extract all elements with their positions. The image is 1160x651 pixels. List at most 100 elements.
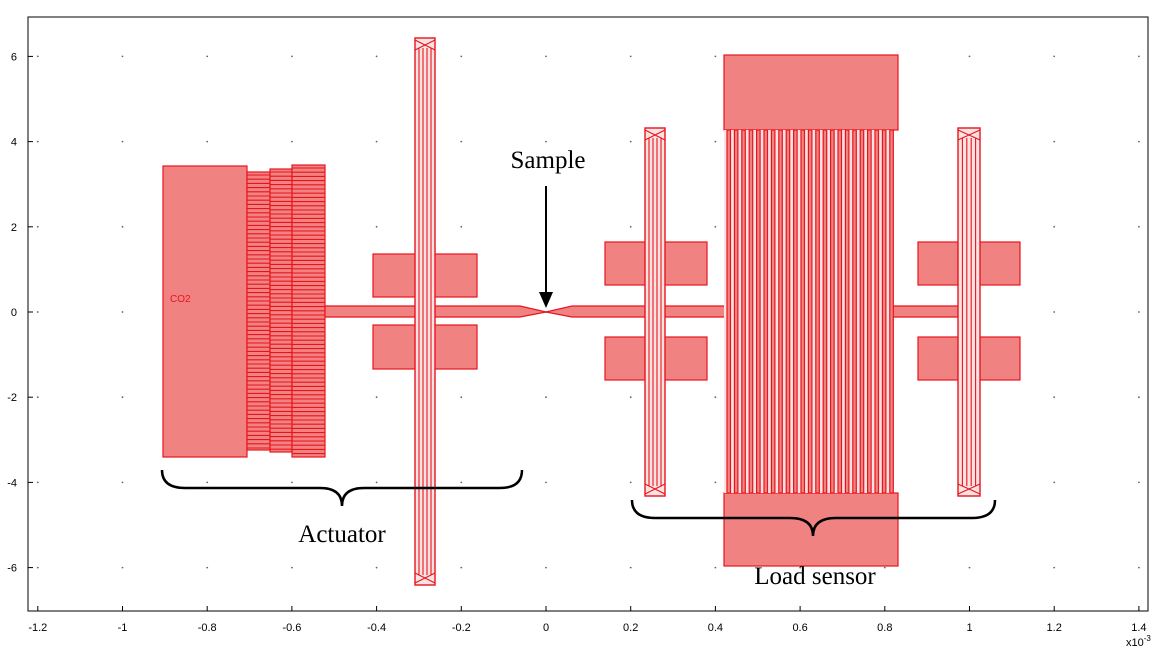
grid-dot <box>714 396 717 399</box>
grid-dot <box>1138 481 1140 484</box>
y-tick-label: -2 <box>7 392 17 404</box>
grid-dot <box>291 140 293 143</box>
spring-beam <box>414 37 436 586</box>
comb-finger <box>778 129 783 494</box>
grid-dot <box>545 55 547 58</box>
spring-end <box>957 129 981 495</box>
comb-finger <box>822 129 828 494</box>
grid-dot <box>375 140 378 143</box>
comb-finger <box>726 129 732 494</box>
y-tick-label: 4 <box>11 137 17 149</box>
grid-dot <box>375 396 378 399</box>
grid-dot <box>1138 225 1140 228</box>
x-tick-label: 0.6 <box>792 622 807 634</box>
sample-label: Sample <box>511 147 586 174</box>
comb-finger <box>763 129 769 494</box>
material-label: CO2 <box>170 294 191 305</box>
x-tick-label: -1 <box>118 622 128 634</box>
x-tick-label: -0.2 <box>452 622 471 634</box>
x-tick-label: -0.4 <box>367 622 386 634</box>
grid-dot <box>545 140 547 143</box>
grid-dot <box>1053 55 1056 58</box>
comb-finger <box>837 129 843 494</box>
brace <box>160 469 524 507</box>
comb-finger <box>889 129 894 494</box>
grid-dot <box>968 566 971 569</box>
comb-finger <box>874 129 880 494</box>
comb-finger <box>844 129 850 494</box>
grid-dot <box>375 481 378 484</box>
grid-dot <box>1138 55 1140 58</box>
grid-dot <box>121 225 124 228</box>
x-tick-label: 1.4 <box>1131 622 1146 634</box>
grid-dot <box>460 140 463 143</box>
grid-dot <box>121 566 124 569</box>
grid-dot <box>121 311 124 313</box>
grid-dot <box>629 140 632 143</box>
grid-dot <box>206 481 209 484</box>
grid-dot <box>1053 311 1056 313</box>
arrow-head <box>539 292 553 308</box>
grid-dot <box>36 55 39 58</box>
grid-dot <box>629 225 632 228</box>
grid-dot <box>206 55 209 58</box>
grid-dot <box>460 225 463 228</box>
grid-dot <box>121 55 124 58</box>
multiplier-base: x10 <box>1126 637 1144 649</box>
grid-dot <box>545 481 547 484</box>
x-tick-label: 0.8 <box>877 622 892 634</box>
comb-finger <box>741 129 746 494</box>
sensor-comb <box>724 129 894 494</box>
grid-dot <box>36 225 39 228</box>
spring-end <box>414 39 436 584</box>
x-tick-label: 1.2 <box>1047 622 1062 634</box>
comb-finger <box>792 129 798 494</box>
spring-beam <box>957 127 981 497</box>
comb-finger <box>755 129 761 494</box>
grid-dot <box>714 55 717 58</box>
axes: -1.2 -1 -0.8 -0.6 -0.4 -0.2 0 0.2 0.4 0.6 0.8 1 1.2 1… <box>7 51 1146 634</box>
comb-finger <box>748 129 754 494</box>
grid-dot <box>1138 396 1140 399</box>
x-tick-label: 0 <box>543 622 549 634</box>
brace <box>630 499 997 537</box>
grid-dot <box>291 566 293 569</box>
comb-finger <box>852 129 857 494</box>
x-tick-label: 1 <box>966 622 972 634</box>
grid-dot <box>714 225 717 228</box>
grid-dot <box>121 396 124 399</box>
comb-finger <box>807 129 813 494</box>
y-tick-label: -4 <box>7 477 17 489</box>
comb-finger <box>770 129 776 494</box>
grid-dot <box>714 481 717 484</box>
grid-dot <box>883 566 886 569</box>
grid-dot <box>291 55 293 58</box>
comb-finger <box>859 129 865 494</box>
axis-multiplier: x10-3 <box>1126 634 1151 649</box>
spring-end <box>644 129 666 495</box>
grid-dot <box>1138 140 1140 143</box>
y-tick-label: 2 <box>11 222 17 234</box>
multiplier-exponent: -3 <box>1144 634 1152 643</box>
actuator-label: Actuator <box>298 521 386 548</box>
y-tick-label: -6 <box>7 563 17 575</box>
grid-dot <box>375 566 378 569</box>
comb-finger <box>815 129 820 494</box>
grid-dot <box>375 225 378 228</box>
x-tick-label: -1.2 <box>28 622 47 634</box>
grid-dot <box>1053 396 1056 399</box>
grid-dot <box>799 566 801 569</box>
grid-dot <box>545 566 547 569</box>
x-tick-label: -0.6 <box>282 622 301 634</box>
y-tick-label: 0 <box>11 307 17 319</box>
grid-dot <box>460 566 463 569</box>
grid-dot <box>206 140 209 143</box>
grid-dot <box>714 566 717 569</box>
x-tick-label: -0.8 <box>198 622 217 634</box>
comb-finger <box>866 129 872 494</box>
sensor-block <box>723 54 899 131</box>
grid-dot <box>375 55 378 58</box>
grid-dot <box>36 140 39 143</box>
grid-dot <box>36 481 39 484</box>
